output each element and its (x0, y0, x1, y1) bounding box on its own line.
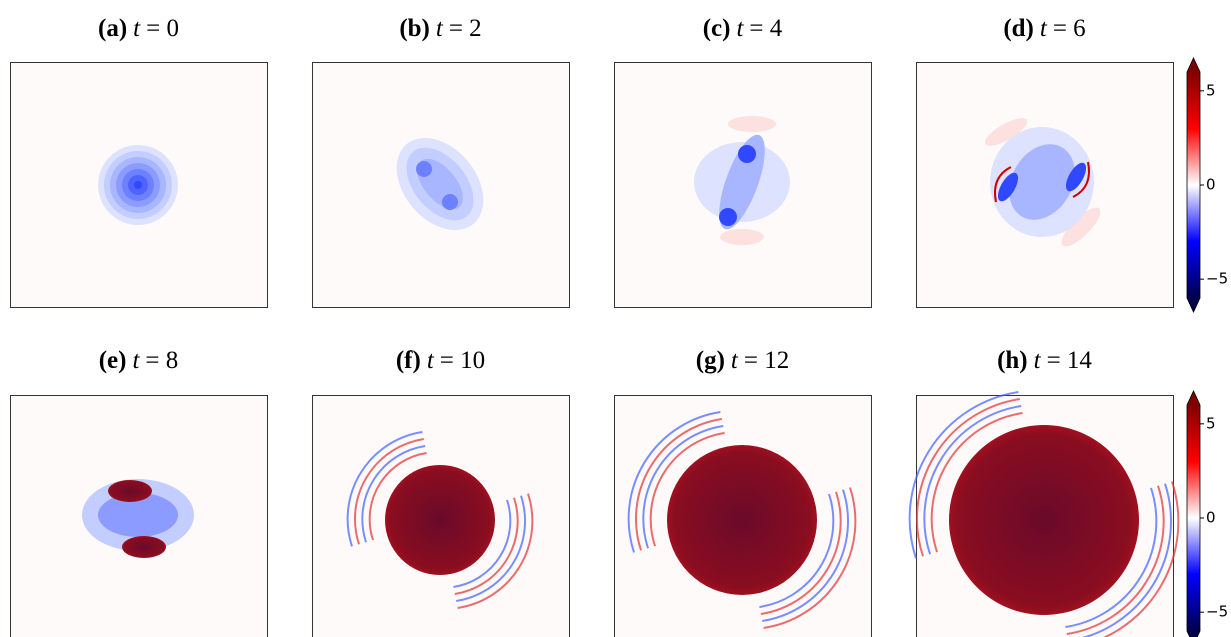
colorbar (1187, 72, 1200, 298)
turbulent-core (385, 465, 495, 575)
colorbar-tick-label: 5 (1206, 81, 1216, 99)
panel (313, 63, 570, 308)
panel-value: = 0 (146, 15, 179, 42)
panel-label: (d) (1003, 15, 1034, 42)
colorbar-tick-label: 0 (1206, 509, 1216, 527)
panel-label: (h) (997, 347, 1028, 374)
panel (615, 63, 872, 308)
colorbar-tick-label: 5 (1206, 414, 1216, 432)
colorbar-extend (1187, 391, 1200, 405)
turbulent-core (108, 480, 152, 502)
panel-label: (c) (703, 15, 731, 42)
panel-label: (a) (98, 15, 127, 42)
panel-title: (e)t= 8 (99, 347, 179, 374)
panel-variable: t (133, 15, 141, 42)
vortex (719, 208, 737, 226)
panel-label: (g) (696, 347, 725, 374)
colorbar-extend (1187, 58, 1200, 72)
panel-variable: t (731, 347, 739, 374)
panel (615, 396, 872, 637)
panel (11, 396, 268, 637)
turbulent-core (949, 425, 1139, 615)
colorbar-tick-label: 0 (1206, 176, 1216, 194)
panel-value: = 4 (749, 15, 782, 42)
panel (910, 392, 1179, 637)
panel-variable: t (1034, 347, 1042, 374)
panel-title: (b)t= 2 (399, 15, 481, 42)
panel-title: (f)t= 10 (396, 347, 485, 374)
panel-title: (c)t= 4 (703, 15, 783, 42)
panel-title: (a)t= 0 (98, 15, 179, 42)
vortex (134, 181, 142, 189)
panel-variable: t (436, 15, 444, 42)
lobe (720, 229, 764, 245)
panel-title: (h)t= 14 (997, 347, 1092, 374)
colorbar (1187, 405, 1200, 631)
panel-variable: t (132, 347, 140, 374)
vortex (416, 161, 432, 177)
panel-title: (g)t= 12 (696, 347, 789, 374)
panel-value: = 8 (145, 347, 178, 374)
colorbar-extend (1187, 298, 1200, 312)
vortex (738, 145, 756, 163)
panel-label: (b) (399, 15, 430, 42)
panel-value: = 2 (449, 15, 482, 42)
colorbar-tick-label: −5 (1206, 603, 1228, 621)
panel-value: = 12 (744, 347, 789, 374)
turbulent-core (122, 536, 166, 558)
panel-variable: t (736, 15, 744, 42)
turbulent-core (667, 445, 817, 595)
panel-label: (f) (396, 347, 421, 374)
panel (11, 63, 268, 308)
panel (917, 63, 1174, 308)
panel-value: = 6 (1053, 15, 1086, 42)
panel-variable: t (1040, 15, 1048, 42)
panel-variable: t (427, 347, 435, 374)
figure: (a)t= 0(b)t= 2(c)t= 4(d)t= 6(e)t= 8(f)t=… (0, 0, 1231, 637)
vortex (442, 194, 458, 210)
colorbar-tick-label: −5 (1206, 270, 1228, 288)
lobe (728, 116, 776, 132)
panel-title: (d)t= 6 (1003, 15, 1085, 42)
panel-value: = 10 (440, 347, 485, 374)
panel-label: (e) (99, 347, 127, 374)
panel (313, 396, 570, 637)
panel-value: = 14 (1047, 347, 1093, 374)
